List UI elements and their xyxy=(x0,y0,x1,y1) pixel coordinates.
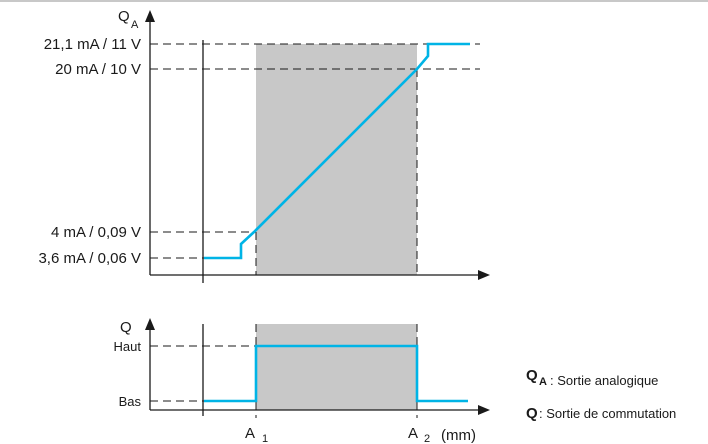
level-label-bas: Bas xyxy=(119,394,142,409)
upper-y-axis-arrow-icon xyxy=(145,10,155,22)
x-marker-a1-symbol: A xyxy=(245,425,255,442)
x-marker-a2-symbol: A xyxy=(408,425,418,442)
upper-x-axis-arrow-icon xyxy=(478,270,490,280)
x-marker-a1-subscript: 1 xyxy=(262,433,268,444)
level-label-4ma: 4 mA / 0,09 V xyxy=(51,224,141,241)
switching-output-curve xyxy=(204,344,468,403)
x-marker-a2-subscript: 2 xyxy=(424,433,430,444)
top-divider xyxy=(0,0,708,2)
legend-qa-symbol: Q xyxy=(526,367,538,384)
upper-y-axis-subscript: A xyxy=(131,19,139,31)
level-label-3-6ma: 3,6 mA / 0,06 V xyxy=(38,250,141,267)
lower-y-axis-arrow-icon xyxy=(145,318,155,330)
analog-output-curve xyxy=(204,42,470,260)
upper-y-axis-symbol: Q xyxy=(118,8,130,25)
x-axis-unit: (mm) xyxy=(441,427,476,444)
lower-x-axis-arrow-icon xyxy=(478,405,490,415)
legend-q-text: : Sortie de commutation xyxy=(539,406,676,421)
level-label-21-1ma: 21,1 mA / 11 V xyxy=(44,36,141,53)
level-label-20ma: 20 mA / 10 V xyxy=(55,61,141,78)
lower-window-shading xyxy=(256,324,417,410)
legend-qa-subscript: A xyxy=(539,376,547,388)
legend: Q A : Sortie analogique Q : Sortie de co… xyxy=(526,367,676,422)
legend-q-symbol: Q xyxy=(526,405,538,422)
lower-y-axis-symbol: Q xyxy=(120,319,132,336)
upper-window-shading xyxy=(256,44,417,275)
legend-qa-text: : Sortie analogique xyxy=(550,373,658,388)
level-label-haut: Haut xyxy=(114,339,142,354)
